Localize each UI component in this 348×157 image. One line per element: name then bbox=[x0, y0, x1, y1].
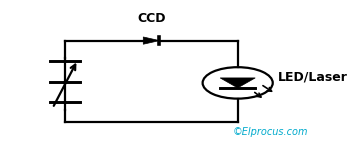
Polygon shape bbox=[220, 78, 255, 88]
Text: CCD: CCD bbox=[137, 12, 166, 25]
Text: LED/Laser: LED/Laser bbox=[278, 70, 348, 83]
Polygon shape bbox=[143, 37, 159, 44]
Text: ©Elprocus.com: ©Elprocus.com bbox=[232, 127, 308, 137]
